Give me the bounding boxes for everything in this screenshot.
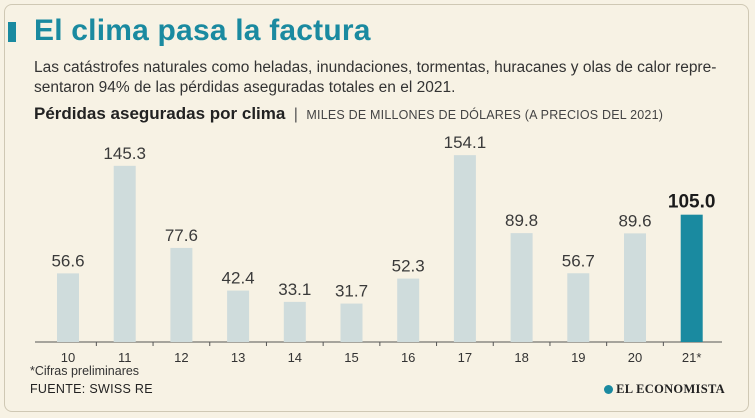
data-label-10: 56.6 <box>51 251 84 270</box>
footnote: *Cifras preliminares <box>30 364 140 378</box>
data-label-15: 31.7 <box>335 282 368 301</box>
x-tick-label-10: 10 <box>61 350 75 365</box>
bar-10 <box>57 273 79 342</box>
bar-13 <box>227 290 250 342</box>
chart-frame <box>4 4 749 412</box>
title-accent-bar <box>8 22 16 42</box>
x-tick-label-14: 14 <box>288 350 302 365</box>
bar-21* <box>680 214 703 342</box>
bar-19 <box>567 273 590 342</box>
data-label-11: 145.3 <box>103 144 146 163</box>
chart-header: Pérdidas aseguradas por clima | MILES DE… <box>34 104 663 124</box>
subtitle: Las catástrofes naturales como heladas, … <box>34 59 717 96</box>
data-label-19: 56.7 <box>562 251 595 270</box>
x-tick-label-21*: 21* <box>682 350 702 365</box>
data-label-18: 89.8 <box>505 211 538 230</box>
x-tick-label-17: 17 <box>458 350 472 365</box>
brand-name: EL ECONOMISTA <box>616 382 725 396</box>
x-tick-label-12: 12 <box>174 350 188 365</box>
x-tick-label-20: 20 <box>628 350 642 365</box>
page-title: El clima pasa la factura <box>34 14 371 47</box>
data-label-12: 77.6 <box>165 226 198 245</box>
bar-15 <box>340 303 363 342</box>
x-tick-label-16: 16 <box>401 350 415 365</box>
x-tick-label-15: 15 <box>344 350 358 365</box>
x-tick-label-18: 18 <box>514 350 528 365</box>
x-tick-label-19: 19 <box>571 350 585 365</box>
data-label-21*: 105.0 <box>668 192 716 213</box>
chart-title: Pérdidas aseguradas por clima <box>34 104 286 123</box>
data-label-20: 89.6 <box>618 211 651 230</box>
data-label-17: 154.1 <box>444 133 487 152</box>
chart-units: MILES DE MILLONES DE DÓLARES (A PRECIOS … <box>306 108 664 122</box>
x-tick-label-13: 13 <box>231 350 245 365</box>
bar-12 <box>170 247 193 342</box>
data-label-16: 52.3 <box>392 257 425 276</box>
data-label-13: 42.4 <box>222 269 255 288</box>
brand-icon <box>604 385 614 394</box>
bar-18 <box>510 233 533 342</box>
brand-logo: EL ECONOMISTA <box>604 382 725 397</box>
bar-17 <box>453 155 476 342</box>
data-label-14: 33.1 <box>278 280 311 299</box>
bar-11 <box>113 165 136 342</box>
x-tick-label-11: 11 <box>118 350 132 365</box>
bar-20 <box>624 233 646 342</box>
bar-14 <box>283 301 306 342</box>
bar-16 <box>397 278 420 342</box>
source-note: FUENTE: SWISS RE <box>30 382 153 396</box>
chart-title-separator: | <box>293 106 298 123</box>
